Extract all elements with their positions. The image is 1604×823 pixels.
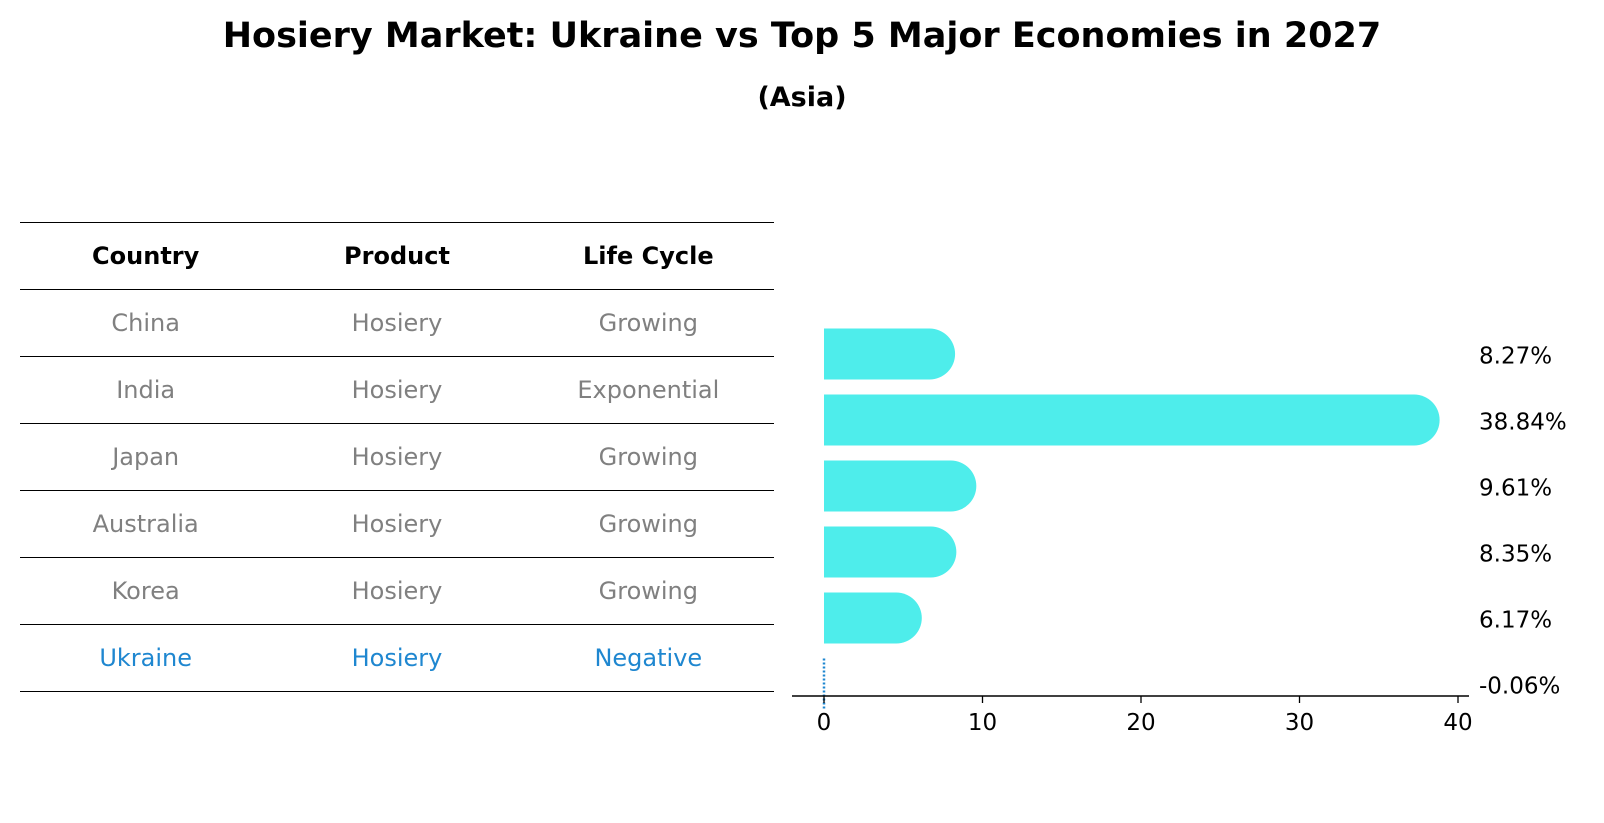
table-row: Australia Hosiery Growing: [20, 491, 774, 558]
value-label-australia: 8.35%: [1479, 542, 1552, 568]
product-cell: Hosiery: [351, 577, 443, 605]
bar-korea: [824, 592, 922, 644]
product-cell: Hosiery: [351, 376, 443, 404]
bar-australia: [824, 526, 957, 578]
x-tick-label: 0: [817, 710, 832, 736]
x-tick-label: 30: [1285, 710, 1314, 736]
bar-china: [824, 328, 956, 380]
data-table: Country Product Life Cycle China Hosiery…: [20, 222, 774, 692]
country-cell: Korea: [111, 577, 180, 605]
country-cell: Japan: [112, 443, 180, 471]
product-cell: Hosiery: [351, 309, 443, 337]
life-cycle-cell: Exponential: [577, 376, 720, 404]
header-product: Product: [344, 242, 450, 270]
table-row: Japan Hosiery Growing: [20, 424, 774, 491]
bar-india: [824, 394, 1440, 446]
header-life-cycle: Life Cycle: [583, 242, 714, 270]
life-cycle-cell: Growing: [598, 309, 698, 337]
product-cell: Hosiery: [351, 510, 443, 538]
chart-subtitle: (Asia): [757, 82, 847, 113]
value-label-japan: 9.61%: [1479, 476, 1552, 502]
chart-title: Hosiery Market: Ukraine vs Top 5 Major E…: [222, 16, 1382, 56]
value-label-korea: 6.17%: [1479, 608, 1552, 634]
life-cycle-cell: Negative: [594, 644, 703, 672]
value-label-china: 8.27%: [1479, 344, 1552, 370]
life-cycle-cell: Growing: [598, 577, 698, 605]
country-cell: Australia: [92, 510, 199, 538]
table-row: India Hosiery Exponential: [20, 357, 774, 424]
value-label-india: 38.84%: [1479, 410, 1567, 436]
x-tick-label: 10: [968, 710, 997, 736]
x-tick-label: 20: [1126, 710, 1155, 736]
country-cell: India: [116, 376, 176, 404]
table-row-highlighted: Ukraine Hosiery Negative: [20, 625, 774, 692]
country-cell: Ukraine: [99, 644, 192, 672]
bar-japan: [824, 460, 977, 512]
country-cell: China: [111, 309, 180, 337]
product-cell: Hosiery: [351, 644, 443, 672]
table-row: China Hosiery Growing: [20, 290, 774, 357]
life-cycle-cell: Growing: [598, 510, 698, 538]
life-cycle-cell: Growing: [598, 443, 698, 471]
header-country: Country: [92, 242, 200, 270]
value-label-ukraine: -0.06%: [1479, 674, 1560, 700]
table-row: Korea Hosiery Growing: [20, 558, 774, 625]
product-cell: Hosiery: [351, 443, 443, 471]
table-header-row: Country Product Life Cycle: [20, 222, 774, 290]
x-tick-label: 40: [1443, 710, 1472, 736]
